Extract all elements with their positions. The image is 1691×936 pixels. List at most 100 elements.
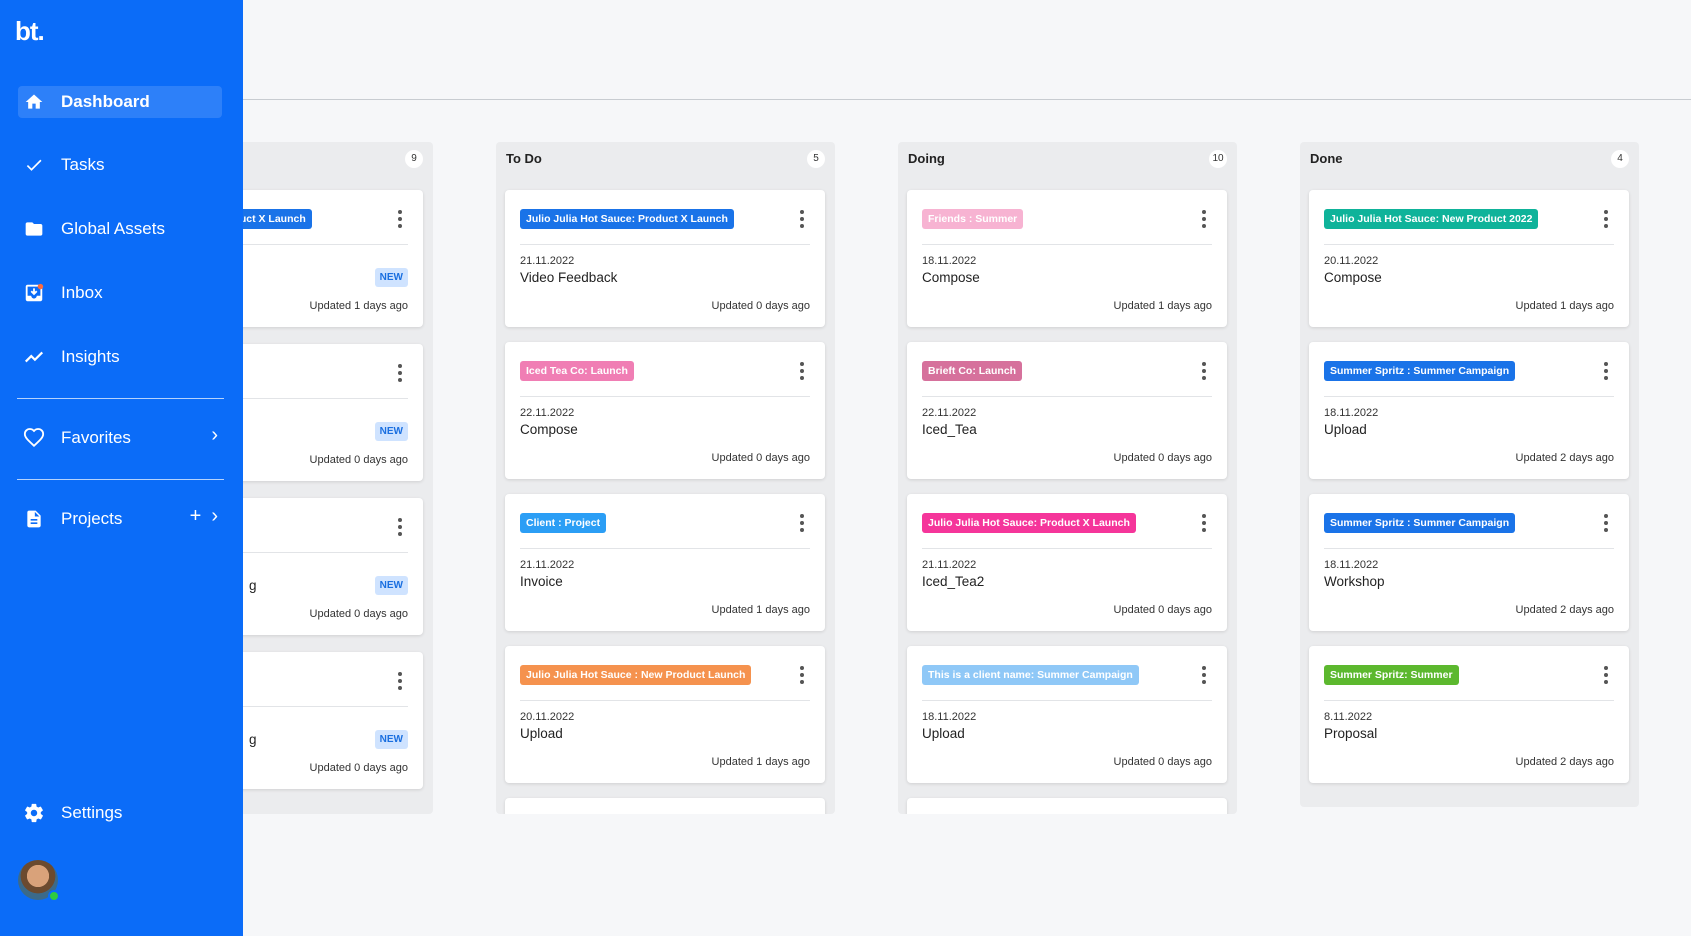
- card-divider: [1324, 700, 1614, 701]
- task-card[interactable]: Client : Project 21.11.2022 Invoice Upda…: [505, 494, 825, 631]
- sidebar-item-global-assets[interactable]: Global Assets: [18, 213, 222, 245]
- sidebar-item-insights[interactable]: Insights: [18, 341, 222, 373]
- card-updated: Updated 2 days ago: [1515, 452, 1614, 464]
- card-divider: [520, 700, 810, 701]
- new-badge: NEW: [374, 576, 408, 595]
- more-vert-icon[interactable]: [397, 518, 403, 536]
- card-updated: Updated 2 days ago: [1515, 604, 1614, 616]
- card-divider: [520, 396, 810, 397]
- sidebar-item-inbox[interactable]: Inbox: [18, 277, 222, 309]
- card-title: Upload: [520, 726, 563, 741]
- more-vert-icon[interactable]: [1603, 362, 1609, 380]
- sidebar-item-label: Tasks: [61, 155, 105, 174]
- card-divider: [520, 548, 810, 549]
- card-divider: [520, 244, 810, 245]
- more-vert-icon[interactable]: [1603, 666, 1609, 684]
- card-date: 18.11.2022: [922, 711, 977, 723]
- sidebar-item-projects[interactable]: Projects + ›: [18, 503, 228, 535]
- more-vert-icon[interactable]: [799, 362, 805, 380]
- card-date: 21.11.2022: [520, 559, 575, 571]
- card-date: 8.11.2022: [1324, 711, 1373, 723]
- more-vert-icon[interactable]: [799, 666, 805, 684]
- new-badge: NEW: [374, 730, 408, 749]
- task-card[interactable]: Iced Tea Co: Launch 22.11.2022 Compose U…: [505, 342, 825, 479]
- sidebar-item-settings[interactable]: Settings: [18, 797, 222, 829]
- sidebar-item-tasks[interactable]: Tasks: [18, 149, 222, 181]
- more-vert-icon[interactable]: [1201, 210, 1207, 228]
- card-updated: Updated 0 days ago: [309, 454, 408, 466]
- sidebar-item-dashboard[interactable]: Dashboard: [18, 86, 222, 118]
- more-vert-icon[interactable]: [799, 210, 805, 228]
- card-date: 18.11.2022: [1324, 559, 1379, 571]
- more-vert-icon[interactable]: [799, 514, 805, 532]
- sidebar-item-favorites[interactable]: Favorites ›: [18, 422, 228, 454]
- more-vert-icon[interactable]: [1201, 362, 1207, 380]
- sidebar: bt. Dashboard Tasks Global Assets Inbox …: [0, 0, 243, 936]
- task-card[interactable]: Summer Spritz : Summer Campaign 18.11.20…: [1309, 342, 1629, 479]
- task-card-partial[interactable]: [907, 798, 1227, 814]
- card-tag: Julio Julia Hot Sauce: Product X Launch: [922, 513, 1136, 533]
- column-count: 9: [405, 149, 423, 168]
- task-card[interactable]: Summer Spritz: Summer 8.11.2022 Proposal…: [1309, 646, 1629, 783]
- more-vert-icon[interactable]: [397, 364, 403, 382]
- task-card[interactable]: Brieft Co: Launch 22.11.2022 Iced_Tea Up…: [907, 342, 1227, 479]
- card-date: 21.11.2022: [922, 559, 977, 571]
- card-tag: oduct X Launch: [221, 209, 312, 229]
- card-title: Workshop: [1324, 574, 1385, 589]
- heart-icon: [22, 426, 46, 450]
- card-date: 20.11.2022: [1324, 255, 1379, 267]
- more-vert-icon[interactable]: [1603, 514, 1609, 532]
- card-updated: Updated 1 days ago: [711, 756, 810, 768]
- sidebar-item-label: Favorites: [61, 428, 131, 447]
- task-card[interactable]: Julio Julia Hot Sauce : New Product Laun…: [505, 646, 825, 783]
- add-project-button[interactable]: +: [189, 505, 202, 527]
- card-updated: Updated 2 days ago: [1515, 756, 1614, 768]
- sidebar-divider: [17, 398, 224, 399]
- card-tag: Friends : Summer: [922, 209, 1024, 229]
- task-card[interactable]: This is a client name: Summer Campaign 1…: [907, 646, 1227, 783]
- online-status-icon: [48, 890, 60, 902]
- trending-icon: [22, 345, 46, 369]
- avatar[interactable]: [18, 860, 60, 902]
- more-vert-icon[interactable]: [397, 672, 403, 690]
- more-vert-icon[interactable]: [397, 210, 403, 228]
- more-vert-icon[interactable]: [1201, 514, 1207, 532]
- column-title: To Do: [506, 151, 542, 166]
- card-tag: Iced Tea Co: Launch: [520, 361, 634, 381]
- card-tag: Summer Spritz : Summer Campaign: [1324, 361, 1516, 381]
- task-card[interactable]: Julio Julia Hot Sauce: New Product 2022 …: [1309, 190, 1629, 327]
- chevron-right-icon[interactable]: ›: [211, 505, 218, 527]
- task-card[interactable]: Julio Julia Hot Sauce: Product X Launch …: [907, 494, 1227, 631]
- card-title: Invoice: [520, 574, 563, 589]
- column-count: 4: [1611, 149, 1629, 168]
- card-date: 18.11.2022: [922, 255, 977, 267]
- task-card-partial[interactable]: [505, 798, 825, 814]
- card-updated: Updated 0 days ago: [1113, 604, 1212, 616]
- task-card[interactable]: Friends : Summer 18.11.2022 Compose Upda…: [907, 190, 1227, 327]
- card-updated: Updated 0 days ago: [711, 300, 810, 312]
- card-divider: [1324, 244, 1614, 245]
- inbox-icon: [22, 281, 46, 305]
- card-updated: Updated 1 days ago: [1113, 300, 1212, 312]
- brand-logo[interactable]: bt.: [15, 16, 45, 46]
- column-todo: To Do 5 Julio Julia Hot Sauce: Product X…: [496, 142, 835, 814]
- card-divider: [922, 396, 1212, 397]
- card-updated: Updated 0 days ago: [1113, 452, 1212, 464]
- column-count: 5: [807, 149, 825, 168]
- folder-icon: [22, 217, 46, 241]
- card-title: Video Feedback: [520, 270, 618, 285]
- chevron-right-icon[interactable]: ›: [211, 424, 218, 446]
- card-divider: [922, 244, 1212, 245]
- task-card[interactable]: Julio Julia Hot Sauce: Product X Launch …: [505, 190, 825, 327]
- card-updated: Updated 0 days ago: [309, 762, 408, 774]
- card-tag: Julio Julia Hot Sauce : New Product Laun…: [520, 665, 752, 685]
- card-tag: This is a client name: Summer Campaign: [922, 665, 1139, 685]
- more-vert-icon[interactable]: [1201, 666, 1207, 684]
- card-divider: [118, 552, 408, 553]
- more-vert-icon[interactable]: [1603, 210, 1609, 228]
- projects-actions: + ›: [190, 505, 218, 528]
- column-title: Doing: [908, 151, 945, 166]
- column-header: Done 4: [1309, 142, 1630, 175]
- task-card[interactable]: Summer Spritz : Summer Campaign 18.11.20…: [1309, 494, 1629, 631]
- card-date: 18.11.2022: [1324, 407, 1379, 419]
